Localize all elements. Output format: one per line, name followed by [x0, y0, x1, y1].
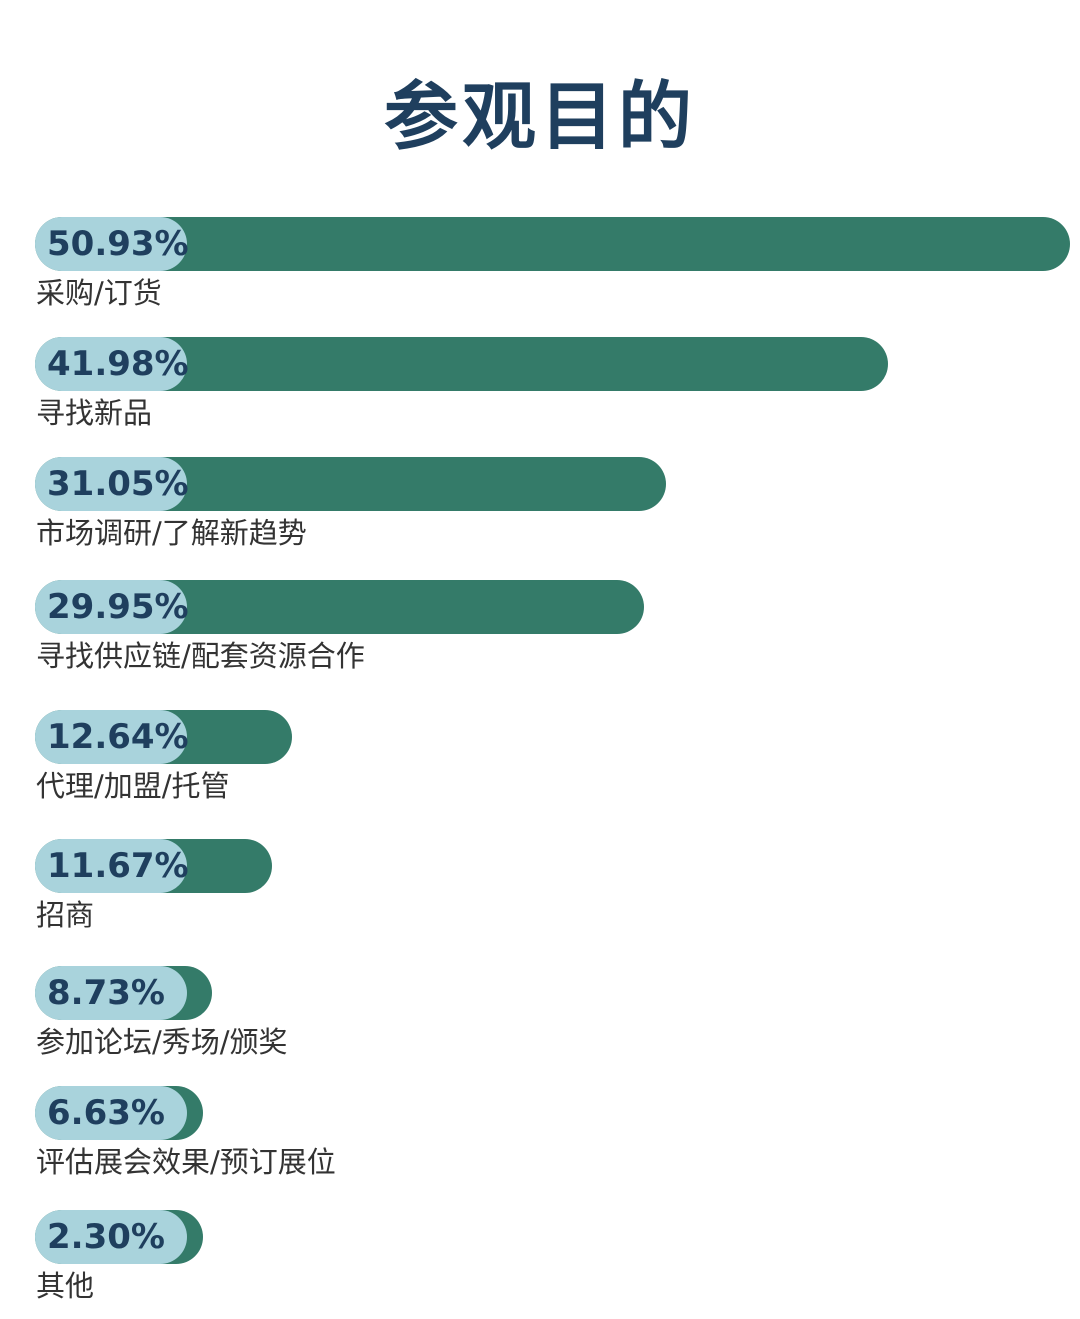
value-pill: [35, 1086, 187, 1140]
value-pill: [35, 966, 187, 1020]
category-label: 招商: [36, 898, 95, 932]
value-label: 2.30%: [47, 1217, 165, 1257]
value-label: 29.95%: [47, 587, 189, 627]
category-label: 评估展会效果/预订展位: [36, 1145, 336, 1179]
bar-row: 50.93%: [35, 217, 1070, 271]
value-pill: [35, 1210, 187, 1264]
value-label: 11.67%: [47, 846, 189, 886]
bar-row: 12.64%: [35, 710, 292, 764]
bar-row: 29.95%: [35, 580, 644, 634]
value-pill: [35, 580, 187, 634]
value-label: 6.63%: [47, 1093, 165, 1133]
value-label: 50.93%: [47, 224, 189, 264]
bar-row: 6.63%: [35, 1086, 203, 1140]
category-label: 市场调研/了解新趋势: [36, 516, 307, 550]
bar-row: 8.73%: [35, 966, 213, 1020]
value-pill: [35, 337, 187, 391]
value-pill: [35, 217, 187, 271]
value-label: 8.73%: [47, 973, 165, 1013]
bar-row: 31.05%: [35, 457, 666, 511]
value-label: 12.64%: [47, 717, 189, 757]
bar-row: 2.30%: [35, 1210, 203, 1264]
bar-row: 41.98%: [35, 337, 889, 391]
category-label: 寻找新品: [36, 396, 153, 430]
value-pill: [35, 839, 187, 893]
bar: [35, 217, 1070, 271]
category-label: 参加论坛/秀场/颁奖: [36, 1025, 288, 1059]
bar-row: 11.67%: [35, 839, 273, 893]
value-pill: [35, 457, 187, 511]
value-pill: [35, 710, 187, 764]
category-label: 其他: [36, 1269, 95, 1303]
category-label: 代理/加盟/托管: [36, 769, 230, 803]
category-label: 采购/订货: [36, 276, 162, 310]
chart-title: 参观目的: [384, 74, 696, 160]
value-label: 31.05%: [47, 464, 189, 504]
category-label: 寻找供应链/配套资源合作: [36, 639, 365, 673]
value-label: 41.98%: [47, 344, 189, 384]
